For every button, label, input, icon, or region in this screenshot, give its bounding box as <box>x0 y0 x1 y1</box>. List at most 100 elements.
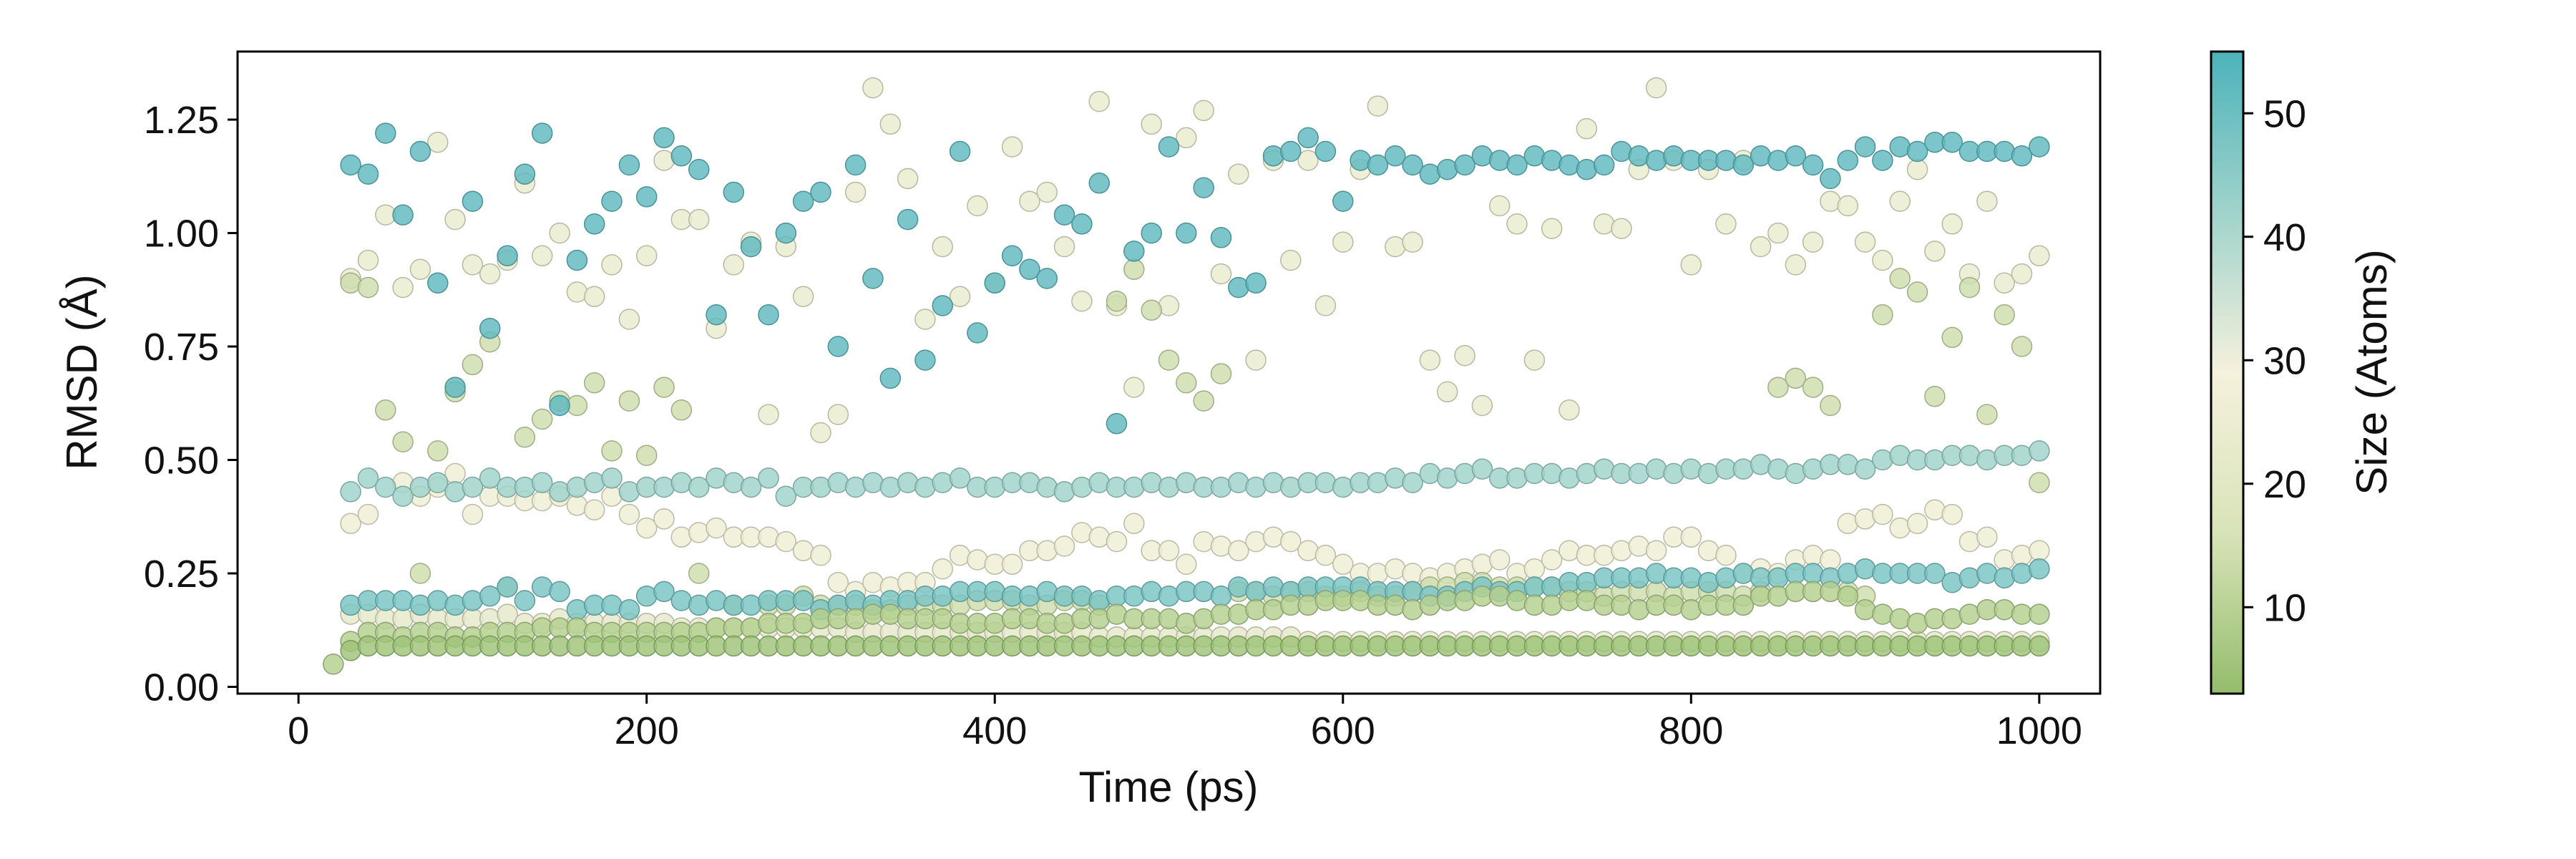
data-point <box>635 245 658 267</box>
data-point <box>1541 576 1563 598</box>
data-point <box>1471 458 1493 480</box>
colorbar-tick-label: 40 <box>2263 216 2306 259</box>
data-point <box>1576 159 1598 180</box>
data-point <box>462 590 484 611</box>
data-point <box>444 594 466 616</box>
data-point <box>479 467 501 489</box>
data-point <box>1385 236 1406 258</box>
data-point <box>1802 231 1824 253</box>
data-point <box>1732 458 1755 480</box>
data-point <box>444 208 466 230</box>
data-point <box>792 540 814 562</box>
data-point <box>462 254 484 276</box>
data-point <box>1837 150 1859 171</box>
data-point <box>583 286 605 308</box>
data-point <box>1106 530 1128 553</box>
x-tick-label: 800 <box>1659 709 1723 752</box>
data-point <box>670 399 693 421</box>
data-point <box>879 367 902 389</box>
data-point <box>1001 553 1023 576</box>
data-point <box>1802 377 1824 398</box>
data-point <box>1837 563 1859 584</box>
data-point <box>1889 517 1911 539</box>
data-point <box>566 598 588 621</box>
data-point <box>688 208 710 230</box>
x-axis-label: Time (ps) <box>1078 763 1258 811</box>
data-point <box>1994 598 2015 621</box>
data-point <box>1245 530 1267 553</box>
data-point <box>723 472 745 493</box>
data-point <box>1053 535 1075 557</box>
data-point <box>635 517 658 539</box>
data-point <box>1088 590 1110 611</box>
data-point <box>514 590 536 611</box>
data-point <box>984 476 1005 498</box>
data-point <box>1506 590 1528 611</box>
data-point <box>1854 231 1876 253</box>
data-point <box>1837 195 1859 217</box>
data-point <box>1332 553 1354 576</box>
data-point <box>479 585 501 607</box>
data-point <box>1280 249 1302 271</box>
data-point <box>1872 150 1893 171</box>
data-point <box>914 309 936 330</box>
data-point <box>1053 612 1075 634</box>
data-point <box>740 617 762 639</box>
data-point <box>635 186 658 208</box>
data-point <box>1488 195 1511 217</box>
data-point <box>375 476 396 498</box>
data-point <box>618 390 640 412</box>
data-point <box>1767 585 1789 607</box>
data-point <box>618 309 640 330</box>
data-point <box>827 472 849 493</box>
data-point <box>357 467 379 489</box>
data-point <box>1628 535 1650 557</box>
data-point <box>1767 458 1789 480</box>
data-point <box>635 445 658 466</box>
data-point <box>1785 145 1807 167</box>
data-point <box>827 336 849 357</box>
data-point <box>566 249 588 271</box>
data-point <box>1872 304 1893 326</box>
data-point <box>1924 563 1946 584</box>
data-point <box>688 594 710 616</box>
data-point <box>1994 549 2015 571</box>
data-point <box>1036 581 1058 603</box>
data-point <box>967 195 988 217</box>
data-point <box>1889 190 1911 212</box>
data-point <box>340 272 361 294</box>
data-point <box>1314 295 1337 316</box>
data-point <box>1558 399 1580 421</box>
data-point <box>932 472 953 493</box>
data-point <box>409 476 431 498</box>
data-point <box>1628 598 1650 621</box>
data-point <box>1088 472 1110 493</box>
data-point <box>1402 472 1423 493</box>
data-point <box>1941 213 1963 235</box>
data-point <box>827 404 849 425</box>
data-point <box>967 322 988 344</box>
data-point <box>1523 558 1546 580</box>
data-point <box>653 150 675 171</box>
data-point <box>618 481 640 503</box>
data-point <box>1854 458 1876 480</box>
data-point <box>670 472 693 493</box>
data-point <box>1297 594 1319 616</box>
data-point <box>1471 394 1493 417</box>
data-point <box>479 317 501 339</box>
data-point <box>1906 281 1928 303</box>
data-point <box>1732 154 1755 176</box>
data-point <box>1332 190 1354 212</box>
data-point <box>1645 540 1667 562</box>
data-point <box>1454 154 1475 176</box>
data-point <box>1071 213 1093 235</box>
data-point <box>1872 503 1893 525</box>
data-point <box>1402 563 1423 584</box>
data-point <box>1906 140 1928 162</box>
data-point <box>1958 530 1981 553</box>
data-point <box>1123 258 1145 281</box>
data-point <box>2029 540 2050 562</box>
data-point <box>1385 467 1406 489</box>
data-point <box>549 581 570 603</box>
data-point <box>1906 159 1928 180</box>
